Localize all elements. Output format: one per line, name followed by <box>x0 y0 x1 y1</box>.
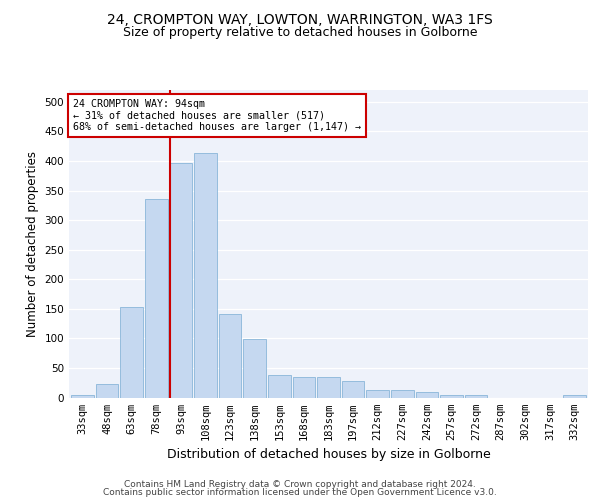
Bar <box>121 307 143 398</box>
Y-axis label: Number of detached properties: Number of detached properties <box>26 151 39 337</box>
Bar <box>194 154 217 398</box>
Bar <box>293 377 315 398</box>
Bar <box>170 164 192 398</box>
X-axis label: Distribution of detached houses by size in Golborne: Distribution of detached houses by size … <box>167 448 490 461</box>
Bar <box>367 390 389 398</box>
Text: Size of property relative to detached houses in Golborne: Size of property relative to detached ho… <box>123 26 477 39</box>
Text: 24 CROMPTON WAY: 94sqm
← 31% of detached houses are smaller (517)
68% of semi-de: 24 CROMPTON WAY: 94sqm ← 31% of detached… <box>73 99 361 132</box>
Bar <box>219 314 241 398</box>
Bar <box>268 375 290 398</box>
Bar <box>244 339 266 398</box>
Text: 24, CROMPTON WAY, LOWTON, WARRINGTON, WA3 1FS: 24, CROMPTON WAY, LOWTON, WARRINGTON, WA… <box>107 12 493 26</box>
Text: Contains public sector information licensed under the Open Government Licence v3: Contains public sector information licen… <box>103 488 497 497</box>
Bar <box>96 384 118 398</box>
Bar <box>145 200 167 398</box>
Bar <box>465 395 487 398</box>
Bar <box>71 394 94 398</box>
Bar <box>563 395 586 398</box>
Bar <box>440 394 463 398</box>
Bar <box>391 390 413 398</box>
Text: Contains HM Land Registry data © Crown copyright and database right 2024.: Contains HM Land Registry data © Crown c… <box>124 480 476 489</box>
Bar <box>342 381 364 398</box>
Bar <box>416 392 438 398</box>
Bar <box>317 377 340 398</box>
